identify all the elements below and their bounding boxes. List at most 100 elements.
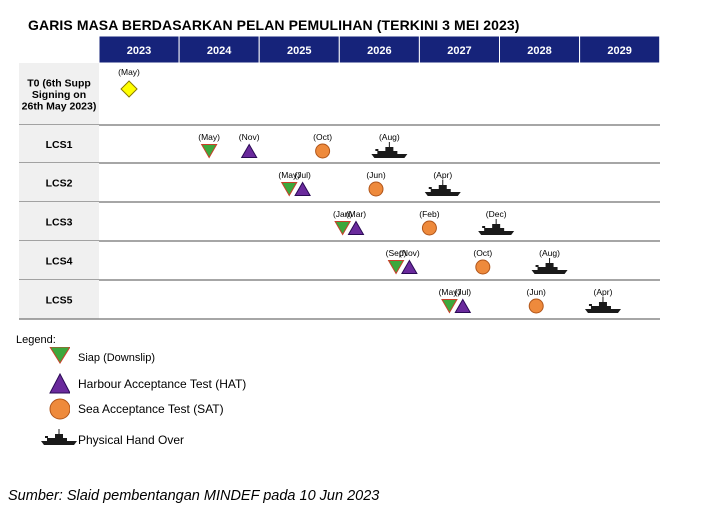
- event-date-label: (Mar): [346, 209, 366, 219]
- sat-circle-icon: [528, 298, 544, 314]
- ship-deck: [47, 438, 67, 441]
- year-header-label: 2029: [607, 45, 631, 57]
- ship-bridge: [598, 302, 607, 306]
- timeline-row: LCS4 (Sep)(Nov) (Oct) (Aug): [46, 248, 568, 275]
- physical-handover-ship-icon: [531, 258, 568, 274]
- timeline-row: LCS3 (Jan)(Mar) (Feb) (Dec): [46, 209, 515, 236]
- legend-hat-label: Harbour Acceptance Test (HAT): [78, 377, 247, 391]
- sat-circle-icon: [421, 220, 437, 236]
- legend-item-hat: Harbour Acceptance Test (HAT): [40, 372, 280, 396]
- year-header-label: 2025: [287, 45, 311, 57]
- chart-title: GARIS MASA BERDASARKAN PELAN PEMULIHAN (…: [28, 17, 520, 33]
- source-note: Sumber: Slaid pembentangan MINDEF pada 1…: [8, 488, 380, 504]
- year-header-label: 2024: [207, 45, 232, 57]
- year-header-label: 2026: [367, 45, 391, 57]
- event-date-label: (Jul): [455, 287, 472, 297]
- physical-handover-ship-icon: [584, 297, 621, 313]
- ship-gun: [482, 226, 486, 228]
- hat-triangle-icon: [347, 220, 365, 235]
- siap-downslip-icon: [387, 260, 405, 275]
- event-date-label: (May): [278, 170, 300, 180]
- ship-hull: [424, 192, 461, 196]
- ship-bridge: [438, 185, 447, 189]
- legend-item-pho: Physical Hand Over: [40, 428, 280, 452]
- hat-triangle-icon: [401, 259, 418, 274]
- hat-triangle-icon: [49, 372, 70, 394]
- sat-circle-icon: [315, 143, 331, 159]
- event-date-label: (Feb): [419, 209, 439, 219]
- row-label: 26th May 2023): [22, 101, 97, 113]
- event-date-label: (May): [198, 132, 220, 142]
- siap-downslip-icon: [280, 182, 298, 197]
- row-label: LCS2: [46, 178, 73, 190]
- ship-bridge: [492, 224, 501, 228]
- event-date-label: (Jul): [294, 170, 311, 180]
- year-header-label: 2027: [447, 45, 471, 57]
- year-header-label: 2023: [127, 45, 151, 57]
- legend-hat-icon: [49, 372, 70, 394]
- timeline-chart: 2023 2024 2025 2026 2027 2028 2029 T0 (6th Supp…: [19, 35, 661, 320]
- ship-deck: [377, 151, 398, 154]
- year-header-cell: [418, 35, 500, 64]
- ship-bridge: [55, 434, 63, 438]
- legend-sat-label: Sea Acceptance Test (SAT): [78, 402, 224, 416]
- event-date-label: (Nov): [399, 248, 420, 258]
- hat-triangle-icon: [454, 298, 472, 313]
- ship-gun: [588, 304, 592, 306]
- physical-handover-ship-icon: [41, 429, 77, 445]
- timeline-row: LCS5 (May)(Jul) (Jun) (Apr): [46, 287, 621, 314]
- legend-siap-label: Siap (Downslip): [78, 352, 156, 364]
- event-date-label: (Sep): [386, 248, 407, 258]
- event-date-label: (Jun): [366, 170, 386, 180]
- physical-handover-ship-icon: [371, 142, 408, 158]
- row-label-cell: [19, 202, 99, 241]
- ship-deck: [590, 306, 611, 309]
- timeline-row: LCS1 (May) (Nov) (Oct) (Aug): [46, 132, 408, 159]
- siap-downslip-icon: [200, 144, 218, 159]
- ship-deck: [484, 228, 505, 231]
- ship-gun: [428, 187, 432, 189]
- row-label-cell: [19, 125, 99, 163]
- ship-bridge: [545, 263, 554, 267]
- event-date-label: (May): [439, 287, 461, 297]
- siap-downslip-icon: [49, 347, 70, 364]
- event-date-label: (Nov): [239, 132, 260, 142]
- row-label-cell: [19, 280, 99, 319]
- sat-circle-icon: [49, 398, 70, 420]
- event-date-label: (Jan): [333, 209, 353, 219]
- event-date-label: (Apr): [433, 170, 452, 180]
- ship-deck: [430, 189, 451, 192]
- ship-hull: [478, 231, 515, 235]
- legend-label: Legend:: [16, 334, 56, 346]
- ship-bridge: [385, 147, 394, 151]
- row-label: LCS4: [46, 256, 73, 268]
- hat-triangle-icon: [240, 143, 258, 158]
- ship-hull: [584, 309, 621, 313]
- event-date-label: (Dec): [486, 209, 507, 219]
- legend-item-sat: Sea Acceptance Test (SAT): [40, 397, 280, 421]
- ship-gun: [535, 265, 539, 267]
- legend-pho-label: Physical Hand Over: [78, 433, 185, 447]
- event-date-label: (Apr): [594, 287, 613, 297]
- t0-diamond-icon: [120, 80, 138, 98]
- legend-item-siap: Siap (Downslip): [40, 347, 280, 371]
- ship-hull: [531, 270, 568, 274]
- ship-gun: [45, 436, 48, 438]
- year-header-cell: [579, 35, 661, 64]
- row-label: T0 (6th Supp: [27, 78, 91, 90]
- year-header-cell: [178, 35, 260, 64]
- event-date-label: (Oct): [313, 132, 332, 142]
- legend-pho-icon: [41, 429, 77, 445]
- physical-handover-ship-icon: [478, 219, 515, 235]
- ship-gun: [375, 149, 379, 151]
- ship-hull: [41, 441, 77, 445]
- row-label: LCS1: [46, 139, 73, 151]
- row-label-cell: [19, 241, 99, 280]
- sat-circle-icon: [368, 181, 384, 197]
- ship-deck: [537, 267, 558, 270]
- siap-downslip-icon: [334, 221, 352, 236]
- event-date-label: (Aug): [539, 248, 560, 258]
- event-date-label: (Aug): [379, 132, 400, 142]
- legend-siap-icon: [49, 347, 70, 364]
